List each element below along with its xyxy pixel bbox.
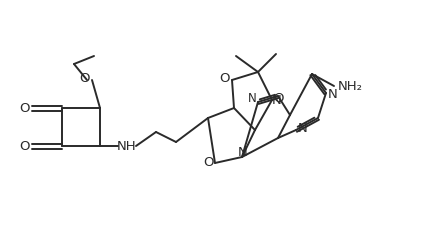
Text: NH₂: NH₂ <box>337 80 363 92</box>
Text: N: N <box>238 145 248 159</box>
Text: NH: NH <box>117 140 137 152</box>
Text: O: O <box>274 92 284 105</box>
Text: N: N <box>328 89 338 102</box>
Text: O: O <box>203 155 213 169</box>
Text: O: O <box>220 72 230 85</box>
Text: O: O <box>20 140 30 152</box>
Text: O: O <box>79 72 89 85</box>
Text: N: N <box>298 122 308 134</box>
Text: N: N <box>248 92 257 105</box>
Text: N: N <box>272 94 282 108</box>
Text: O: O <box>20 102 30 114</box>
